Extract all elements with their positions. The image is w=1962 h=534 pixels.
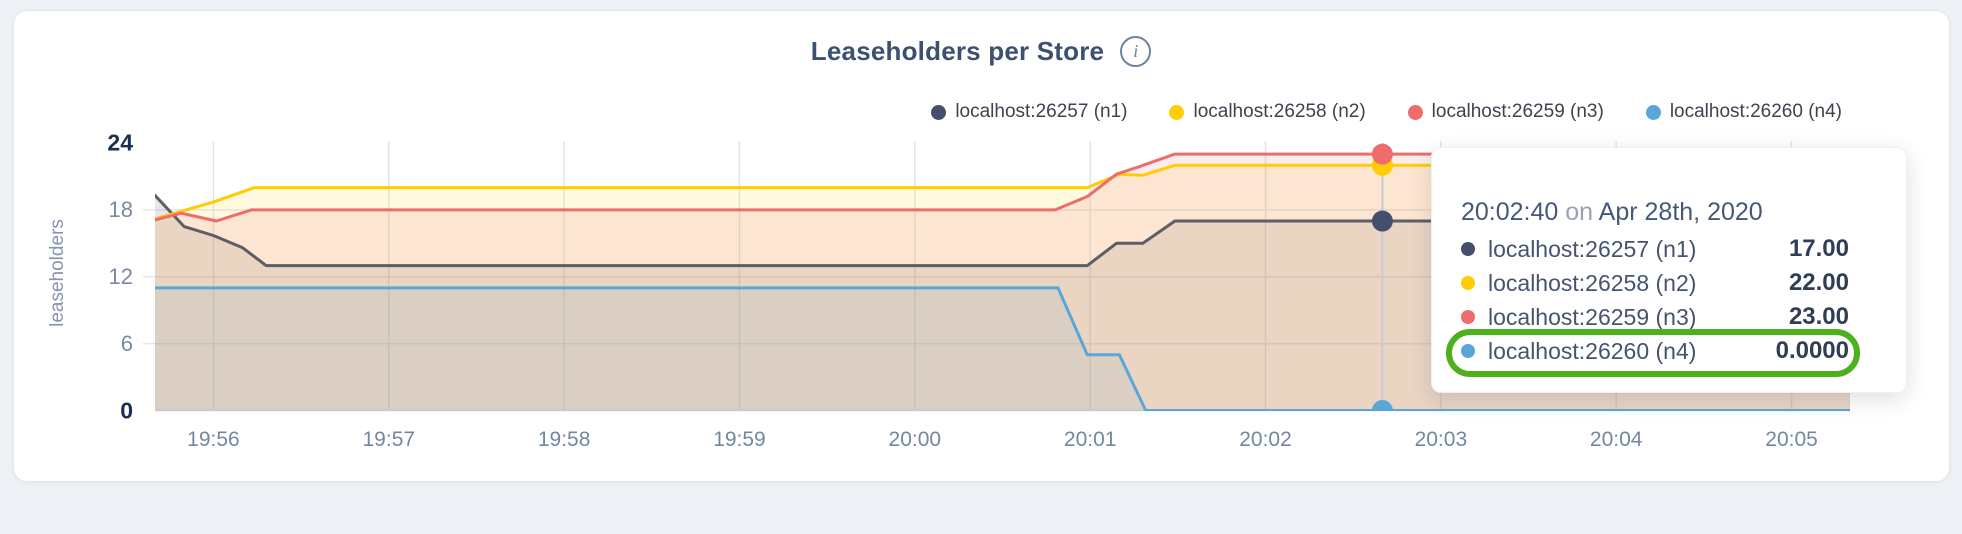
legend-swatch-icon	[1407, 104, 1423, 120]
x-tick-label: 20:00	[888, 428, 942, 451]
y-tick-label: 0	[120, 397, 133, 423]
hover-dot	[1371, 400, 1393, 411]
legend-label: localhost:26259 (n3)	[1431, 101, 1604, 122]
tooltip-series-label: localhost:26260 (n4)	[1488, 337, 1697, 364]
tooltip-rows: localhost:26257 (n1) 17.00 localhost:26258…	[1461, 232, 1849, 368]
series-area	[155, 287, 1850, 411]
tooltip-series-value: 0.0000	[1775, 337, 1849, 364]
legend-swatch-icon	[1645, 104, 1661, 120]
tooltip-timestamp: 20:02:40 on Apr 28th, 2020	[1461, 197, 1849, 227]
y-tick-label: 24	[107, 129, 133, 156]
legend-label: localhost:26257 (n1)	[955, 101, 1128, 122]
series-area	[155, 195, 1850, 411]
legend-item[interactable]: localhost:26258 (n2)	[1169, 101, 1366, 123]
tooltip-series-dot-icon	[1461, 242, 1475, 256]
tooltip-on-word: on	[1565, 198, 1594, 226]
tooltip-series-value: 22.00	[1788, 269, 1849, 296]
chart-header: Leaseholders per Store i	[0, 36, 1962, 67]
series-area	[155, 154, 1850, 411]
series-line	[155, 193, 1850, 268]
tooltip-series-dot-icon	[1461, 310, 1475, 324]
hover-dot	[1371, 143, 1393, 165]
x-tick-label: 20:02	[1239, 428, 1292, 451]
legend: localhost:26257 (n1) localhost:26258 (n2)…	[931, 101, 1842, 123]
x-tick-label: 19:57	[362, 428, 416, 451]
x-tick-label: 19:58	[537, 428, 591, 451]
x-tick-label: 19:59	[713, 428, 766, 451]
legend-item[interactable]: localhost:26259 (n3)	[1407, 101, 1604, 123]
legend-swatch-icon	[1169, 104, 1185, 120]
tooltip-series-label: localhost:26259 (n3)	[1488, 303, 1697, 330]
series-line	[155, 152, 1850, 223]
hover-dot	[1371, 210, 1393, 232]
tooltip-series-dot-icon	[1461, 344, 1475, 358]
tooltip-series-label: localhost:26258 (n2)	[1488, 269, 1697, 296]
tooltip-row: localhost:26257 (n1) 17.00	[1461, 232, 1849, 266]
legend-swatch-icon	[931, 104, 947, 120]
tooltip-series-dot-icon	[1461, 276, 1475, 290]
x-tick-label: 20:05	[1765, 428, 1818, 451]
x-tick-label: 20:03	[1414, 428, 1468, 451]
y-tick-label: 12	[108, 263, 133, 289]
series-line	[155, 163, 1850, 221]
legend-item[interactable]: localhost:26257 (n1)	[931, 101, 1127, 123]
hover-tooltip: 20:02:40 on Apr 28th, 2020 localhost:262…	[1431, 147, 1907, 393]
info-icon[interactable]: i	[1120, 36, 1152, 67]
tooltip-row: localhost:26259 (n3) 23.00	[1461, 300, 1849, 334]
series-line	[155, 286, 1850, 411]
x-tick-label: 20:01	[1063, 428, 1117, 451]
y-tick-label: 18	[108, 196, 133, 222]
x-tick-label: 19:56	[187, 428, 240, 451]
tooltip-time: 20:02:40	[1461, 198, 1559, 226]
tooltip-date: Apr 28th, 2020	[1598, 198, 1763, 226]
chart-title: Leaseholders per Store	[810, 36, 1105, 66]
tooltip-series-value: 23.00	[1788, 303, 1849, 330]
legend-label: localhost:26260 (n4)	[1669, 101, 1842, 122]
tooltip-series-value: 17.00	[1788, 235, 1849, 262]
legend-item[interactable]: localhost:26260 (n4)	[1645, 101, 1842, 123]
x-tick-label: 20:04	[1589, 428, 1643, 451]
tooltip-row: localhost:26258 (n2) 22.00	[1461, 266, 1849, 300]
tooltip-series-label: localhost:26257 (n1)	[1488, 235, 1697, 262]
legend-label: localhost:26258 (n2)	[1193, 101, 1366, 122]
tooltip-row: localhost:26260 (n4) 0.0000	[1461, 334, 1849, 368]
y-tick-label: 6	[120, 330, 133, 356]
